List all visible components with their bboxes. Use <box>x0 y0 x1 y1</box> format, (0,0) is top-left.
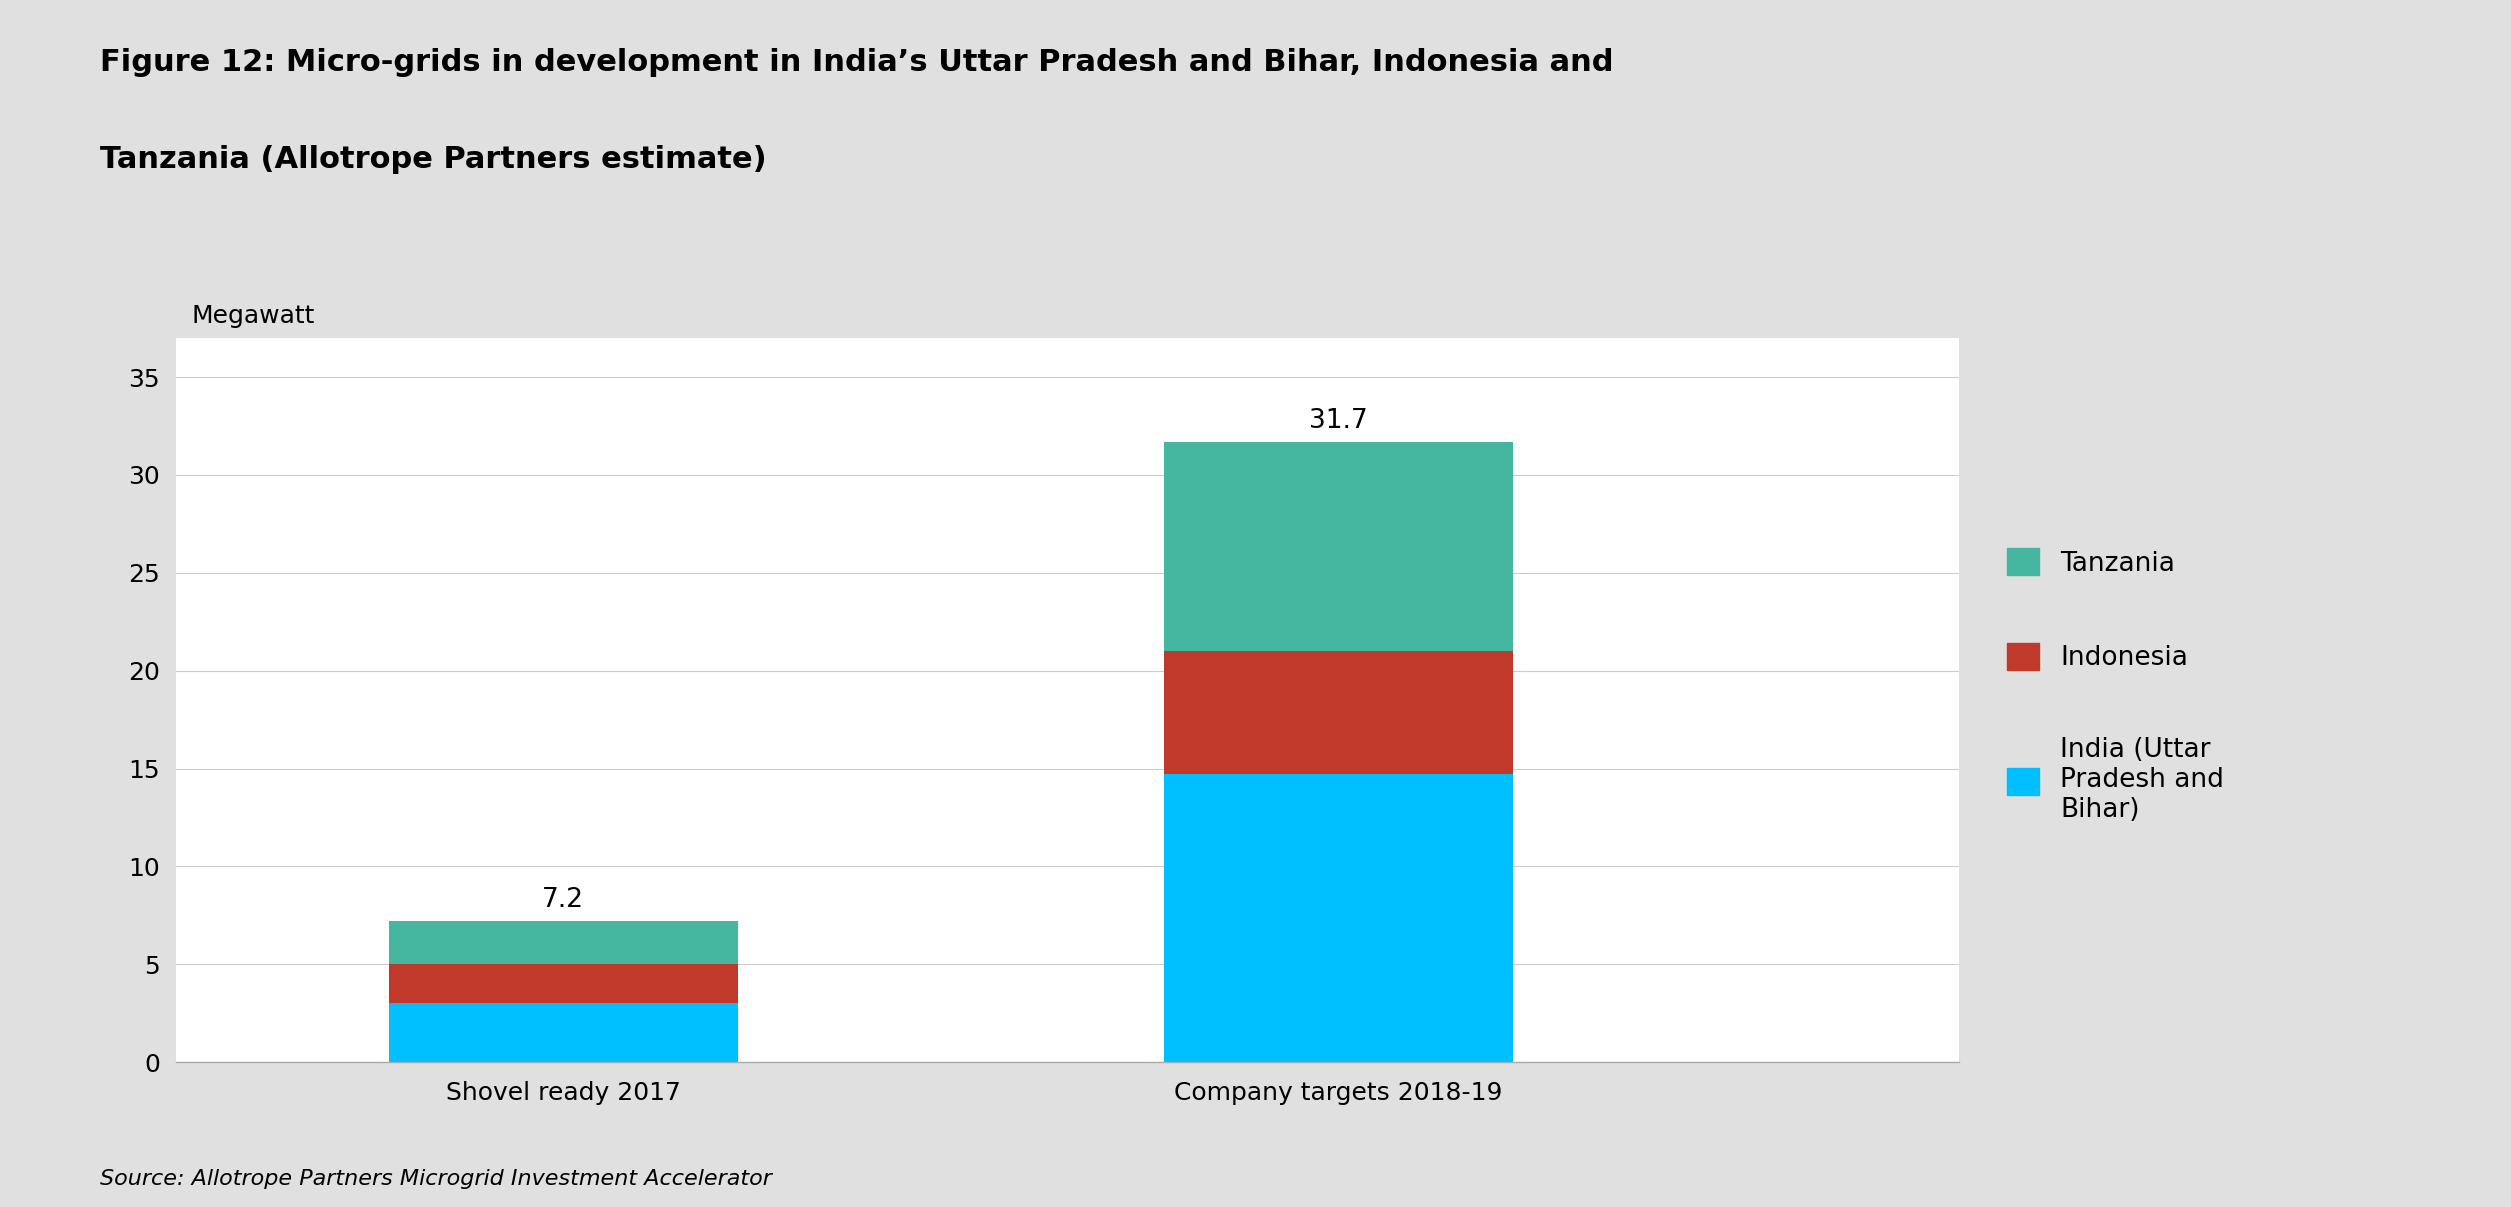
Bar <box>389 1003 738 1062</box>
Bar <box>1165 442 1514 651</box>
Bar <box>1165 651 1514 775</box>
Text: Figure 12: Micro-grids in development in India’s Uttar Pradesh and Bihar, Indone: Figure 12: Micro-grids in development in… <box>100 48 1615 77</box>
Bar <box>389 964 738 1003</box>
Text: 7.2: 7.2 <box>542 887 585 914</box>
Text: 31.7: 31.7 <box>1308 408 1368 433</box>
Bar <box>1165 775 1514 1062</box>
Text: Megawatt: Megawatt <box>191 304 314 328</box>
Legend: Tanzania, Indonesia, India (Uttar
Pradesh and
Bihar): Tanzania, Indonesia, India (Uttar Prades… <box>2006 548 2225 823</box>
Text: Source: Allotrope Partners Microgrid Investment Accelerator: Source: Allotrope Partners Microgrid Inv… <box>100 1168 773 1189</box>
Text: Tanzania (Allotrope Partners estimate): Tanzania (Allotrope Partners estimate) <box>100 145 766 174</box>
Bar <box>389 921 738 964</box>
